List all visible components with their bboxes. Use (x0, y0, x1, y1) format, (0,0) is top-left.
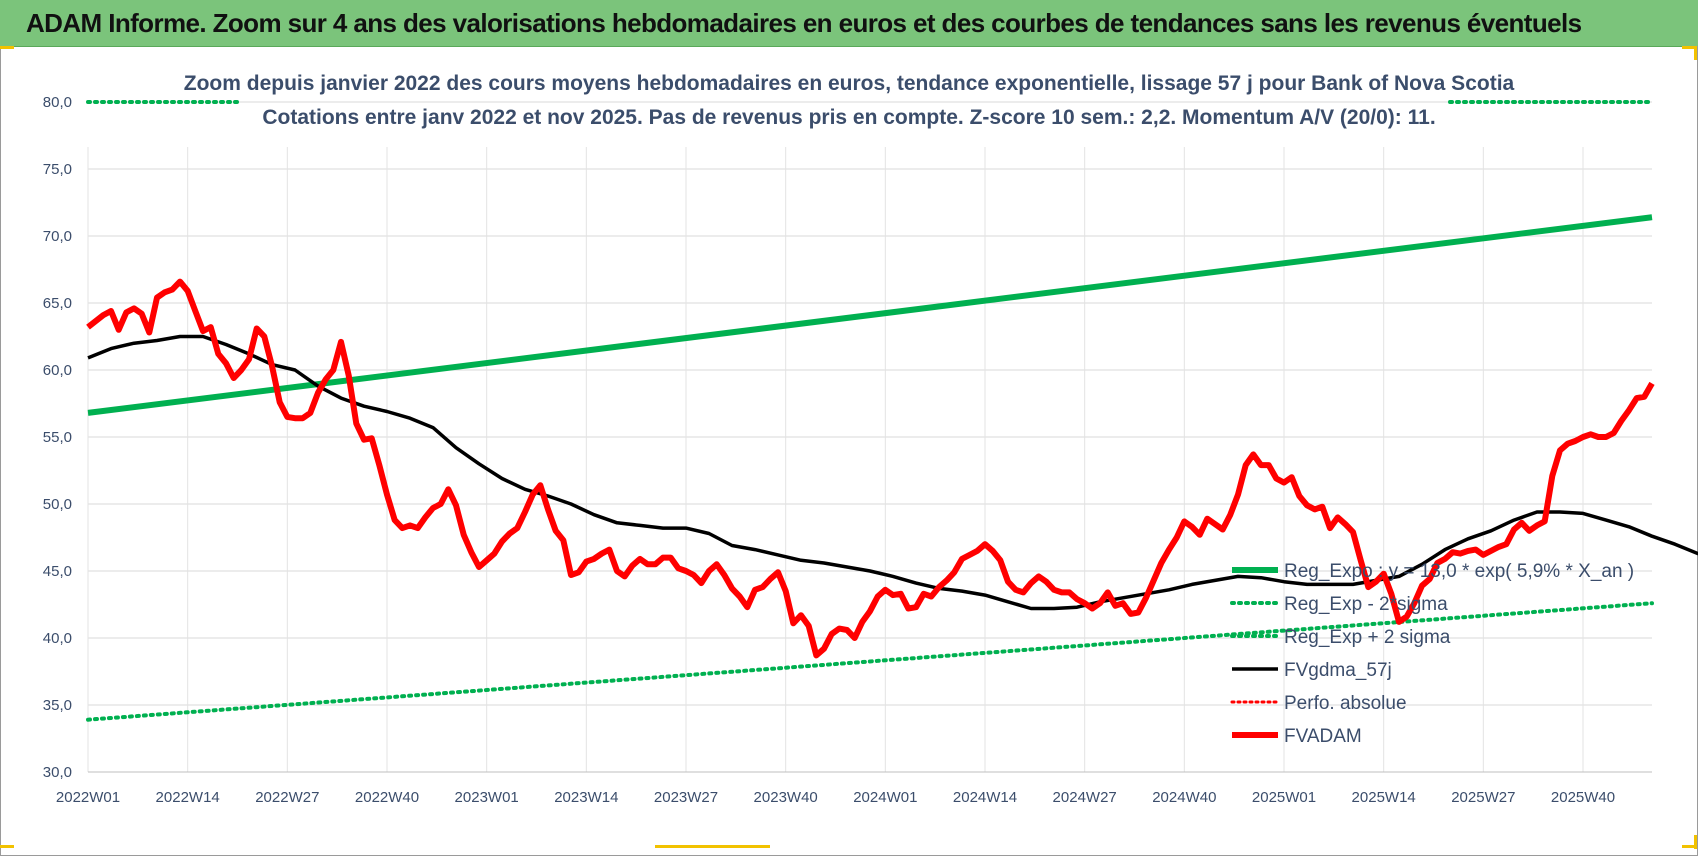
y-axis-ticks: 30,0 35,0 40,0 45,0 50,0 55,0 60,0 65,0 70,0 75,0… (43, 94, 72, 781)
x-tick-label: 2022W40 (355, 789, 419, 806)
x-tick-label: 2024W01 (853, 789, 917, 806)
corner-marker-tr (1682, 46, 1696, 49)
corner-marker-br (1682, 845, 1696, 848)
legend: Reg_Expo : y = 13,0 * exp( 5,9% * X_an )… (1230, 561, 1634, 747)
x-tick-label: 2025W01 (1252, 789, 1316, 806)
y-tick-label: 30,0 (43, 764, 72, 781)
legend-label: FVgdma_57j (1284, 660, 1392, 681)
y-tick-label: 80,0 (43, 94, 72, 111)
y-tick-label: 45,0 (43, 563, 72, 580)
chart-title: Zoom depuis janvier 2022 des cours moyen… (184, 72, 1515, 95)
y-tick-label: 70,0 (43, 228, 72, 245)
grid-lines (87, 101, 1652, 773)
x-tick-label: 2023W14 (554, 789, 618, 806)
y-tick-label: 55,0 (43, 429, 72, 446)
x-tick-label: 2025W27 (1451, 789, 1515, 806)
page-title: ADAM Informe. Zoom sur 4 ans des valoris… (26, 8, 1582, 38)
header-banner: ADAM Informe. Zoom sur 4 ans des valoris… (0, 0, 1698, 47)
x-tick-label: 2023W01 (455, 789, 519, 806)
corner-marker-rb (1694, 835, 1697, 849)
legend-label: Reg_Exp - 2*sigma (1284, 594, 1448, 615)
x-tick-label: 2022W01 (56, 789, 120, 806)
x-tick-label: 2024W14 (953, 789, 1017, 806)
legend-label: Reg_Expo : y = 13,0 * exp( 5,9% * X_an ) (1284, 561, 1634, 582)
corner-marker-bm (655, 845, 770, 848)
y-tick-label: 65,0 (43, 295, 72, 312)
series-fvgdma-line (87, 334, 1698, 611)
x-tick-label: 2025W40 (1551, 789, 1615, 806)
x-tick-label: 2022W27 (255, 789, 319, 806)
y-tick-label: 50,0 (43, 496, 72, 513)
series-layer (86, 100, 1698, 722)
corner-marker-bl (0, 845, 14, 848)
y-tick-label: 35,0 (43, 697, 72, 714)
legend-label: FVADAM (1284, 726, 1362, 747)
x-tick-label: 2023W40 (754, 789, 818, 806)
chart-subtitle: Cotations entre janv 2022 et nov 2025. P… (262, 106, 1435, 129)
series-fvadam-line (86, 278, 1655, 659)
x-axis-ticks: 2022W01 2022W14 2022W27 2022W40 2023W01 2023W… (56, 789, 1615, 806)
y-tick-label: 60,0 (43, 362, 72, 379)
legend-label: Perfo. absolue (1284, 693, 1407, 714)
series-reg-minus-2sigma-line (86, 601, 1654, 722)
corner-marker-r (1694, 46, 1697, 60)
x-tick-label: 2022W14 (156, 789, 220, 806)
y-tick-label: 75,0 (43, 161, 72, 178)
y-tick-label: 40,0 (43, 630, 72, 647)
x-tick-label: 2025W14 (1352, 789, 1416, 806)
x-tick-label: 2023W27 (654, 789, 718, 806)
x-tick-label: 2024W27 (1053, 789, 1117, 806)
x-tick-label: 2024W40 (1152, 789, 1216, 806)
legend-label: Reg_Exp + 2 sigma (1284, 627, 1451, 648)
corner-marker-tl (0, 46, 14, 49)
